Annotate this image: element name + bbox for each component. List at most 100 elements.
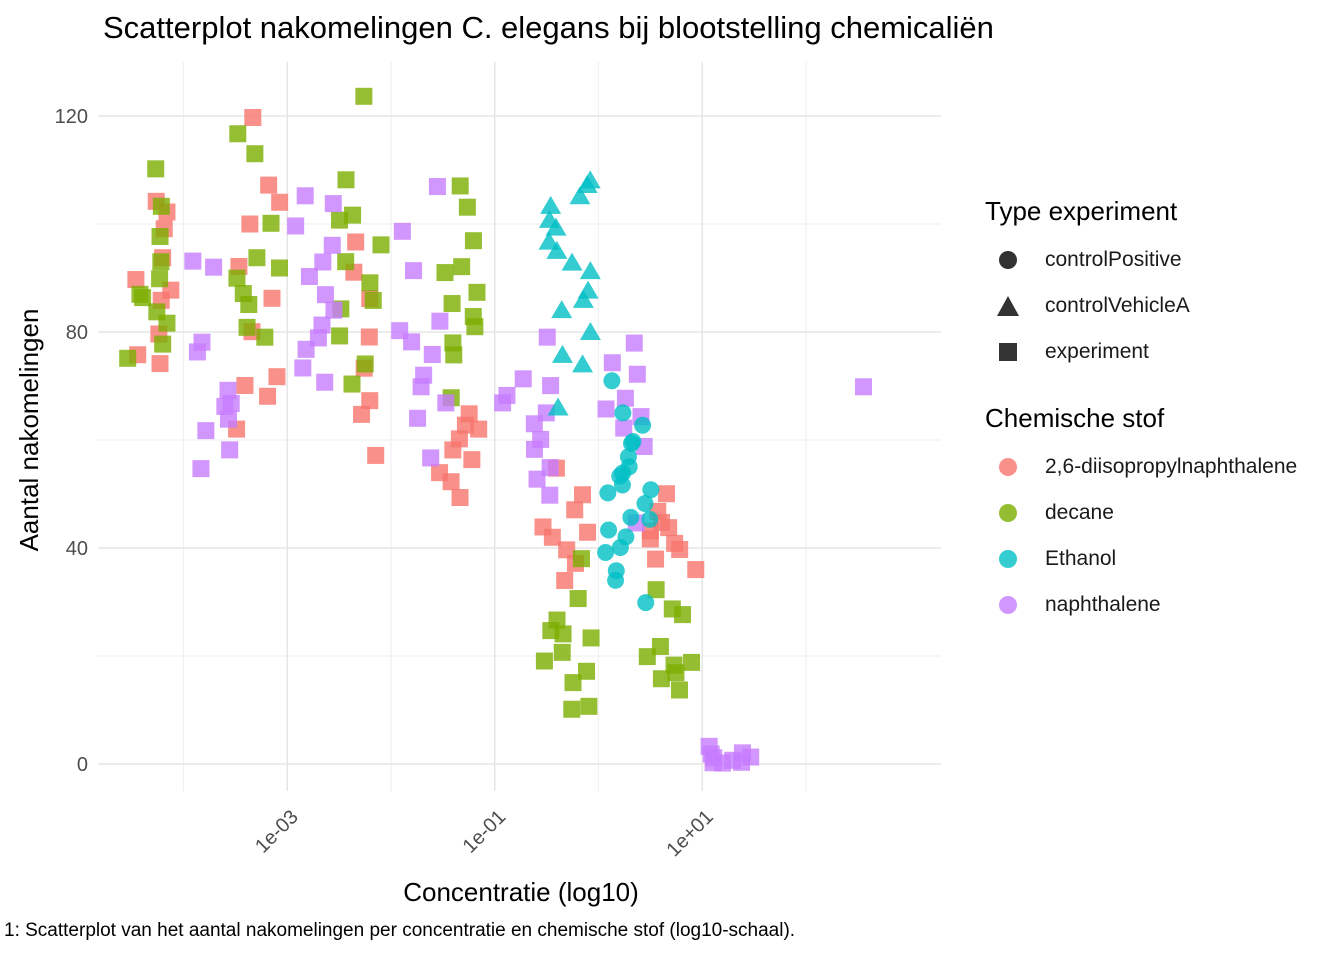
data-point xyxy=(361,392,379,410)
data-point xyxy=(356,355,374,373)
data-point xyxy=(192,460,210,478)
data-point xyxy=(854,378,872,396)
color-swatch-icon xyxy=(999,596,1017,614)
data-point xyxy=(647,581,665,599)
data-point xyxy=(579,321,601,340)
data-point xyxy=(415,366,433,384)
data-point xyxy=(127,271,145,289)
data-point xyxy=(538,231,560,250)
data-point xyxy=(343,375,361,393)
data-point xyxy=(464,232,482,250)
data-point xyxy=(316,286,334,304)
data-point xyxy=(607,562,625,580)
data-point xyxy=(229,125,247,143)
data-point xyxy=(547,397,569,416)
axes: Concentratie (log10) Aantal nakomelingen… xyxy=(14,106,718,907)
data-point xyxy=(569,186,591,205)
data-point xyxy=(221,441,239,459)
data-point xyxy=(238,318,256,336)
data-point xyxy=(535,652,553,670)
data-point xyxy=(470,420,488,438)
data-point xyxy=(294,359,312,377)
data-point xyxy=(624,433,642,451)
data-point xyxy=(541,486,559,504)
data-point xyxy=(367,446,385,464)
data-point xyxy=(323,236,341,254)
data-point xyxy=(450,430,468,448)
y-tick-label: 0 xyxy=(77,754,88,776)
legend: Type experiment controlPositive controlV… xyxy=(985,196,1297,656)
legend-item-decane: decane xyxy=(985,490,1297,536)
data-point xyxy=(313,316,331,334)
data-point xyxy=(259,387,277,405)
color-swatch-icon xyxy=(999,504,1017,522)
data-point xyxy=(528,470,546,488)
data-point xyxy=(296,187,314,205)
legend-label: naphthalene xyxy=(1045,593,1161,616)
data-point xyxy=(391,322,409,340)
data-point xyxy=(270,259,288,277)
data-point xyxy=(337,171,355,189)
data-point xyxy=(152,197,170,215)
circle-icon xyxy=(999,251,1017,269)
data-point xyxy=(600,521,618,539)
data-point xyxy=(309,329,327,347)
data-point xyxy=(556,571,574,589)
data-point xyxy=(532,430,550,448)
data-point xyxy=(551,344,573,363)
legend-item-diisopropylnaphthalene: 2,6-diisopropylnaphthalene xyxy=(985,444,1297,490)
data-point xyxy=(603,354,621,372)
legend-label: decane xyxy=(1045,501,1114,524)
color-swatch-icon xyxy=(999,458,1017,476)
data-point xyxy=(647,550,665,568)
data-point xyxy=(244,108,262,126)
legend-item-controlvehiclea: controlVehicleA xyxy=(985,283,1297,329)
data-point xyxy=(553,643,571,661)
data-point xyxy=(325,301,343,319)
data-point xyxy=(337,253,355,271)
data-point xyxy=(437,394,455,412)
data-point xyxy=(234,285,252,303)
y-tick-label: 40 xyxy=(66,538,88,560)
data-point xyxy=(615,419,633,437)
y-axis-label: Aantal nakomelingen xyxy=(14,309,44,552)
data-point xyxy=(347,233,365,251)
data-point xyxy=(579,261,601,280)
data-point xyxy=(271,193,289,211)
data-point xyxy=(599,484,617,502)
data-point xyxy=(423,345,441,363)
x-tick-label: 1e-01 xyxy=(459,806,511,858)
x-tick-label: 1e-03 xyxy=(251,806,303,858)
color-legend-title: Chemische stof xyxy=(985,403,1165,433)
data-point xyxy=(638,648,656,666)
data-point xyxy=(372,236,390,254)
data-point xyxy=(451,488,469,506)
data-point xyxy=(353,405,371,423)
data-point xyxy=(683,653,701,671)
data-point xyxy=(566,501,584,519)
data-point xyxy=(572,550,590,568)
data-point xyxy=(563,700,581,718)
data-point xyxy=(548,611,566,629)
chart-title: Scatterplot nakomelingen C. elegans bij … xyxy=(103,10,994,45)
data-point xyxy=(634,416,652,434)
data-point xyxy=(558,541,576,559)
data-point xyxy=(458,198,476,216)
data-point xyxy=(622,508,640,526)
legend-label: controlPositive xyxy=(1045,248,1182,271)
x-tick-label: 1e+01 xyxy=(663,806,718,861)
data-point xyxy=(619,448,637,466)
square-icon xyxy=(999,343,1017,361)
data-point xyxy=(665,656,683,674)
data-point xyxy=(538,209,560,228)
data-point xyxy=(614,404,632,422)
data-point xyxy=(670,681,688,699)
triangle-icon xyxy=(997,296,1019,316)
data-point xyxy=(314,253,332,271)
data-point xyxy=(616,389,634,407)
data-point xyxy=(572,289,594,308)
data-point xyxy=(246,145,264,163)
data-point xyxy=(331,327,349,345)
data-point xyxy=(344,206,362,224)
data-point xyxy=(651,637,669,655)
